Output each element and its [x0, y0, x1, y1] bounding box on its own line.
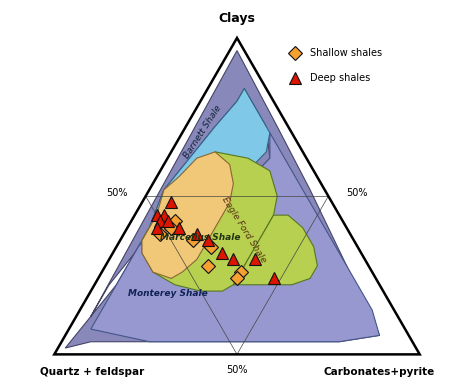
- Polygon shape: [65, 50, 380, 348]
- Polygon shape: [138, 89, 270, 247]
- Text: Barnett Shale: Barnett Shale: [182, 103, 223, 160]
- Polygon shape: [91, 133, 380, 342]
- Text: 50%: 50%: [226, 365, 248, 375]
- Text: 50%: 50%: [106, 187, 128, 198]
- Text: Marcellus Shale: Marcellus Shale: [160, 233, 241, 242]
- Text: Monterey Shale: Monterey Shale: [128, 289, 208, 298]
- Text: Carbonates+pyrite: Carbonates+pyrite: [323, 367, 434, 377]
- Polygon shape: [142, 152, 233, 278]
- Text: Eagle Ford Shale: Eagle Ford Shale: [220, 195, 268, 264]
- Text: 50%: 50%: [346, 187, 368, 198]
- Text: Clays: Clays: [219, 12, 255, 25]
- Text: Shallow shales: Shallow shales: [310, 47, 382, 57]
- Text: Deep shales: Deep shales: [310, 73, 370, 83]
- Text: Quartz + feldspar: Quartz + feldspar: [40, 367, 144, 377]
- Polygon shape: [142, 152, 277, 291]
- Polygon shape: [233, 215, 318, 285]
